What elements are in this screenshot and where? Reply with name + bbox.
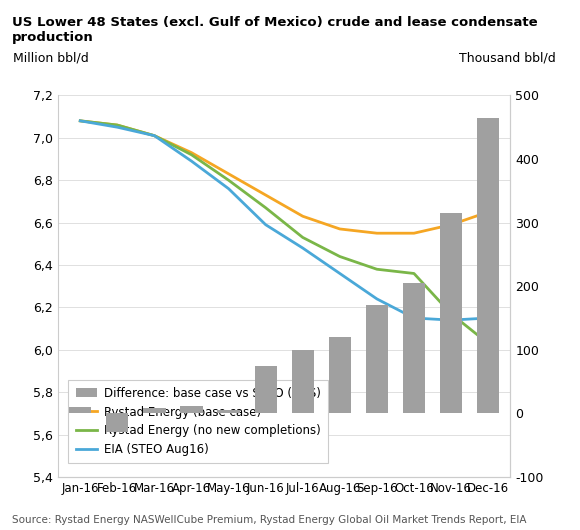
Bar <box>255 366 277 413</box>
Bar <box>477 118 499 413</box>
Legend: Difference: base case vs STEO (RHS), Rystad Energy (base case), Rystad Energy (n: Difference: base case vs STEO (RHS), Rys… <box>68 379 328 463</box>
Bar <box>106 413 128 432</box>
Bar <box>292 350 314 413</box>
Text: Million bbl/d: Million bbl/d <box>13 52 89 65</box>
Bar <box>403 283 425 413</box>
Bar <box>143 408 165 413</box>
Bar <box>180 406 202 413</box>
Text: Source: Rystad Energy NASWellCube Premium, Rystad Energy Global Oil Market Trend: Source: Rystad Energy NASWellCube Premiu… <box>12 515 526 525</box>
Bar <box>69 407 92 413</box>
Bar <box>218 410 240 413</box>
Bar <box>440 213 462 413</box>
Bar <box>366 305 388 413</box>
Text: Thousand bbl/d: Thousand bbl/d <box>459 52 556 65</box>
Bar <box>329 337 351 413</box>
Text: US Lower 48 States (excl. Gulf of Mexico) crude and lease condensate production: US Lower 48 States (excl. Gulf of Mexico… <box>12 16 537 44</box>
